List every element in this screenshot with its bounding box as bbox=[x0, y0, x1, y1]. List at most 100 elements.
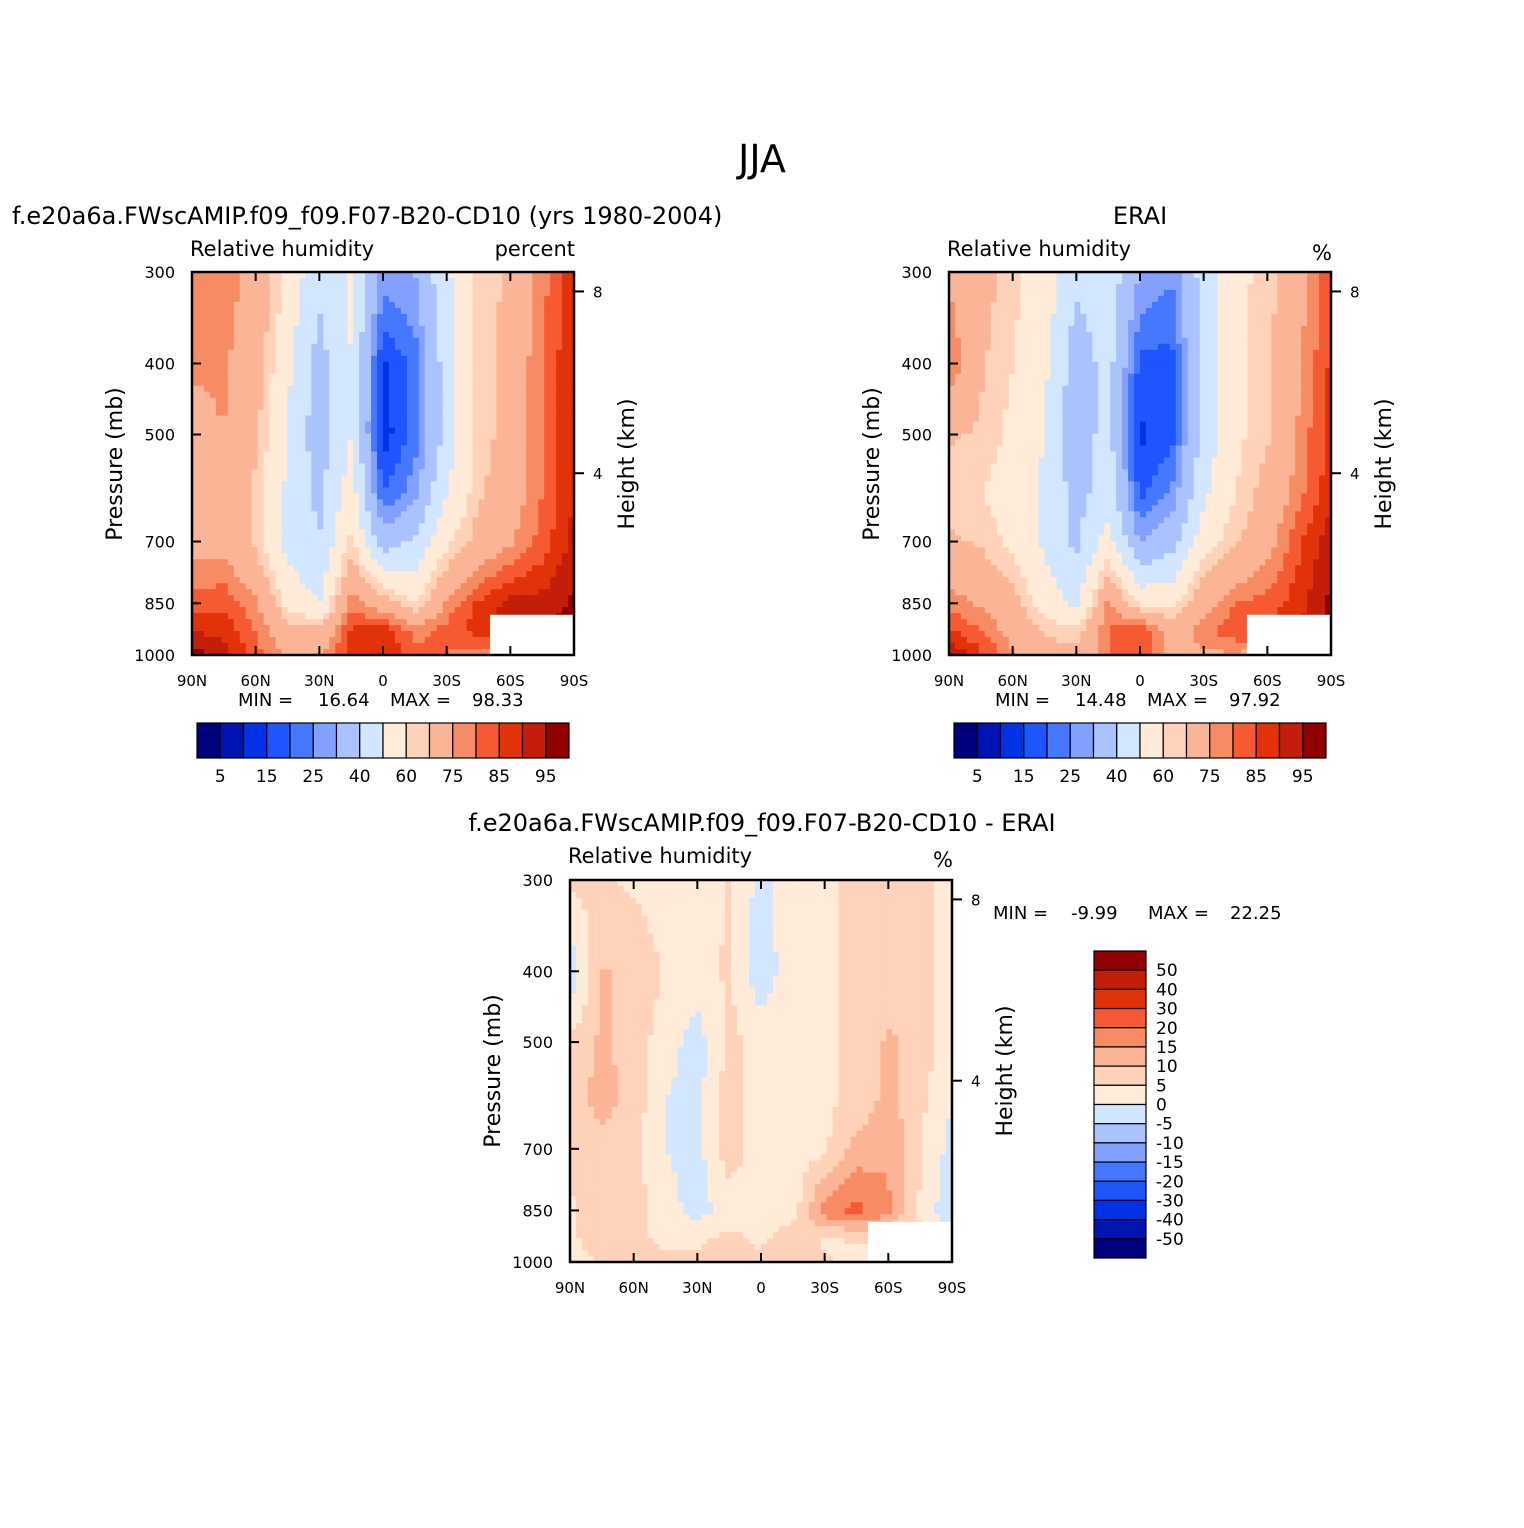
contour-cell bbox=[1200, 302, 1207, 309]
contour-cell bbox=[311, 410, 318, 417]
contour-cell bbox=[216, 374, 223, 381]
contour-cell bbox=[401, 278, 408, 285]
contour-cell bbox=[353, 308, 360, 315]
contour-cell bbox=[389, 464, 396, 471]
contour-cell bbox=[961, 332, 968, 339]
contour-cell bbox=[473, 547, 480, 554]
contour-cell bbox=[1313, 284, 1320, 291]
contour-cell bbox=[979, 278, 986, 285]
contour-cell bbox=[299, 517, 306, 524]
contour-cell bbox=[520, 326, 527, 333]
contour-cell bbox=[276, 308, 283, 315]
contour-cell bbox=[359, 416, 366, 423]
contour-cell bbox=[484, 535, 491, 542]
contour-cell bbox=[401, 398, 408, 405]
contour-cell bbox=[1218, 284, 1225, 291]
contour-cell bbox=[270, 350, 277, 357]
contour-cell bbox=[371, 517, 378, 524]
contour-cell bbox=[371, 374, 378, 381]
contour-cell bbox=[449, 434, 456, 441]
contour-cell bbox=[520, 559, 527, 566]
contour-cell bbox=[419, 631, 426, 638]
contour-cell bbox=[234, 398, 241, 405]
contour-cell bbox=[550, 589, 557, 596]
contour-cell bbox=[484, 565, 491, 572]
contour-cell bbox=[377, 487, 384, 494]
contour-cell bbox=[514, 308, 521, 315]
contour-cell bbox=[210, 404, 217, 411]
contour-cell bbox=[1009, 284, 1016, 291]
contour-cell bbox=[204, 523, 211, 530]
contour-cell bbox=[210, 458, 217, 465]
contour-cell bbox=[979, 284, 986, 291]
contour-cell bbox=[252, 452, 259, 459]
contour-cell bbox=[550, 362, 557, 369]
contour-cell bbox=[234, 314, 241, 321]
contour-cell bbox=[389, 511, 396, 518]
contour-cell bbox=[293, 637, 300, 644]
contour-cell bbox=[276, 344, 283, 351]
contour-cell bbox=[329, 553, 336, 560]
contour-cell bbox=[425, 493, 432, 500]
contour-cell bbox=[407, 284, 414, 291]
contour-cell bbox=[228, 380, 235, 387]
contour-cell bbox=[484, 416, 491, 423]
contour-cell bbox=[407, 374, 414, 381]
contour-cell bbox=[1116, 344, 1123, 351]
contour-cell bbox=[532, 290, 539, 297]
contour-cell bbox=[526, 547, 533, 554]
contour-cell bbox=[305, 428, 312, 435]
contour-cell bbox=[490, 434, 497, 441]
contour-cell bbox=[311, 595, 318, 602]
contour-cell bbox=[532, 428, 539, 435]
contour-cell bbox=[544, 302, 551, 309]
contour-cell bbox=[479, 553, 486, 560]
contour-cell bbox=[562, 344, 569, 351]
contour-cell bbox=[264, 517, 271, 524]
contour-cell bbox=[1140, 308, 1147, 315]
contour-cell bbox=[496, 475, 503, 482]
contour-cell bbox=[449, 452, 456, 459]
contour-cell bbox=[520, 499, 527, 506]
contour-cell bbox=[449, 302, 456, 309]
contour-cell bbox=[317, 559, 324, 566]
contour-cell bbox=[467, 541, 474, 548]
contour-cell bbox=[425, 535, 432, 542]
contour-cell bbox=[228, 452, 235, 459]
contour-cell bbox=[431, 571, 438, 578]
contour-cell bbox=[264, 487, 271, 494]
contour-cell bbox=[293, 458, 300, 465]
contour-cell bbox=[1140, 326, 1147, 333]
contour-cell bbox=[1050, 326, 1057, 333]
contour-cell bbox=[246, 499, 253, 506]
contour-cell bbox=[413, 625, 420, 632]
contour-cell bbox=[282, 631, 289, 638]
contour-cell bbox=[437, 308, 444, 315]
contour-cell bbox=[419, 541, 426, 548]
contour-cell bbox=[371, 553, 378, 560]
contour-cell bbox=[264, 583, 271, 590]
contour-cell bbox=[377, 505, 384, 512]
contour-cell bbox=[496, 392, 503, 399]
contour-cell bbox=[520, 452, 527, 459]
contour-cell bbox=[991, 332, 998, 339]
contour-cell bbox=[365, 511, 372, 518]
contour-cell bbox=[443, 344, 450, 351]
contour-cell bbox=[473, 410, 480, 417]
contour-cell bbox=[258, 643, 265, 650]
contour-cell bbox=[276, 619, 283, 626]
contour-cell bbox=[383, 308, 390, 315]
contour-cell bbox=[222, 535, 229, 542]
contour-cell bbox=[353, 314, 360, 321]
contour-cell bbox=[1241, 296, 1248, 303]
contour-cell bbox=[520, 278, 527, 285]
contour-cell bbox=[449, 469, 456, 476]
contour-cell bbox=[556, 362, 563, 369]
contour-cell bbox=[204, 607, 211, 614]
contour-cell bbox=[1200, 308, 1207, 315]
contour-cell bbox=[419, 523, 426, 530]
contour-cell bbox=[1271, 320, 1278, 327]
contour-cell bbox=[407, 607, 414, 614]
contour-cell bbox=[413, 350, 420, 357]
contour-cell bbox=[246, 326, 253, 333]
